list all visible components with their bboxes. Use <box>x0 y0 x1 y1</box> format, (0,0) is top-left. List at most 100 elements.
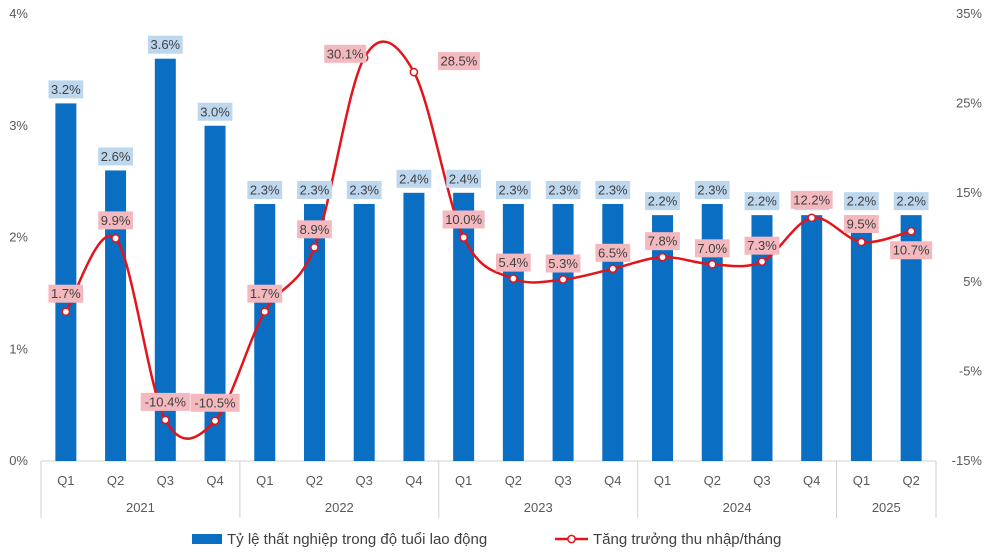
bar-unemployment <box>751 215 773 461</box>
bar-unemployment <box>105 170 127 461</box>
x-category-label: Q2 <box>306 473 323 488</box>
x-category-label: Q2 <box>505 473 522 488</box>
bar-data-label: 2.6% <box>98 147 133 166</box>
bar-data-label-bg <box>346 180 382 199</box>
bar-data-label: 2.3% <box>346 180 382 199</box>
bar-data-label-bg <box>98 147 133 166</box>
right-axis-tick-label: 35% <box>956 6 982 21</box>
data-labels-layer: 3.2% 2.6% 3.6% 3.0% 2.3% 2.3% 2.3% 2.4% 2.4% 2.3%… <box>48 35 933 412</box>
line-data-label: 10.0% <box>442 210 485 229</box>
bar-unemployment <box>701 203 723 461</box>
bar-unemployment <box>55 103 77 462</box>
bar-data-label-text: 3.2% <box>51 82 81 97</box>
bar-data-label: 2.3% <box>495 180 531 199</box>
bar-data-label-bg <box>446 169 482 188</box>
line-data-label-bg <box>247 284 283 303</box>
x-category-label: Q3 <box>554 473 571 488</box>
legend-label-bar: Tỷ lệ thất nghiệp trong độ tuổi lao động <box>227 531 487 548</box>
bar-unemployment <box>453 192 475 462</box>
line-data-label-text: 10.0% <box>445 212 482 227</box>
line-data-label: 7.3% <box>744 236 780 255</box>
line-data-label-text: 5.4% <box>499 255 529 270</box>
bar-data-label-text: 2.3% <box>499 182 529 197</box>
legend-swatch-marker <box>567 534 576 544</box>
bar-data-label-bg <box>147 35 183 54</box>
x-category-label: Q3 <box>157 473 174 488</box>
line-data-label-bg <box>645 232 680 251</box>
bar-data-label-text: 3.0% <box>200 104 230 119</box>
bar-unemployment <box>900 215 922 461</box>
bar-data-label-bg <box>48 80 84 99</box>
bar-data-label-bg <box>694 180 730 199</box>
line-data-label: 6.5% <box>595 243 631 262</box>
line-marker <box>509 274 518 283</box>
line-data-label-bg <box>297 220 332 239</box>
bar-data-label-text: 2.2% <box>648 194 678 209</box>
x-category-label: Q1 <box>853 473 870 488</box>
bar-unemployment <box>801 215 823 461</box>
bar-data-label: 3.6% <box>147 35 183 54</box>
bar-data-label-text: 2.3% <box>300 182 330 197</box>
line-data-label-bg <box>190 393 240 412</box>
line-data-label-text: 7.8% <box>648 234 678 249</box>
line-marker <box>260 307 270 317</box>
line-income-growth <box>64 40 912 440</box>
line-marker <box>210 416 220 426</box>
bar-unemployment <box>602 203 624 461</box>
bar-data-label: 2.3% <box>694 180 730 199</box>
right-axis-tick-label: -5% <box>959 364 983 379</box>
x-category-label: Q2 <box>902 473 919 488</box>
line-data-label-bg <box>495 253 531 272</box>
bars-layer <box>55 58 922 462</box>
bar-unemployment <box>204 125 226 461</box>
line-data-label-text: 5.3% <box>548 256 578 271</box>
x-year-label: 2025 <box>872 500 901 515</box>
line-data-label-bg <box>694 239 730 258</box>
line-data-label-text: -10.4% <box>145 394 187 409</box>
legend-label-line: Tăng trưởng thu nhập/tháng <box>593 531 781 548</box>
bar-data-label-text: 2.2% <box>747 194 777 209</box>
bar-unemployment <box>353 203 375 461</box>
bar-data-label-text: 2.2% <box>847 194 877 209</box>
legend: Tỷ lệ thất nghiệp trong độ tuổi lao động… <box>192 531 781 548</box>
line-data-label-bg <box>545 254 581 273</box>
line-data-label-text: 12.2% <box>793 192 830 207</box>
bar-data-label-text: 2.3% <box>349 182 379 197</box>
line-data-label-bg <box>744 236 780 255</box>
bar-data-label: 2.2% <box>844 192 879 211</box>
line-marker <box>906 226 916 236</box>
bar-data-label: 2.2% <box>645 192 680 211</box>
line-data-label-bg <box>890 241 933 260</box>
line-data-label: 12.2% <box>790 190 833 209</box>
left-axis-tick-label: 1% <box>9 341 28 356</box>
bar-unemployment <box>303 203 325 461</box>
bar-data-label-text: 2.2% <box>896 194 926 209</box>
x-year-label: 2023 <box>524 500 553 515</box>
line-data-label: 1.7% <box>48 284 84 303</box>
line-data-label-text: 7.0% <box>697 241 727 256</box>
line-marker <box>658 252 667 262</box>
x-category-label: Q4 <box>206 473 223 488</box>
line-marker <box>310 242 319 252</box>
bar-data-label-bg <box>595 180 631 199</box>
line-marker <box>857 237 866 247</box>
bar-data-label-bg <box>744 192 780 211</box>
bar-unemployment <box>403 192 425 462</box>
bar-data-label: 2.3% <box>595 180 631 199</box>
left-axis-tick-label: 2% <box>9 230 28 245</box>
line-data-label: 7.8% <box>645 232 680 251</box>
line-data-label: 28.5% <box>437 52 480 71</box>
line-data-label-bg <box>844 214 879 233</box>
line-marker <box>757 257 767 266</box>
bar-data-label-text: 3.6% <box>150 37 180 52</box>
line-data-label: 5.4% <box>495 253 531 272</box>
line-data-label: 9.5% <box>844 214 879 233</box>
x-category-label: Q1 <box>455 473 472 488</box>
x-category-label: Q2 <box>704 473 721 488</box>
line-data-label-bg <box>98 211 133 230</box>
line-data-label: 7.0% <box>694 239 730 258</box>
line-marker <box>459 233 468 242</box>
line-data-label-text: 30.1% <box>327 46 364 61</box>
line-marker <box>111 234 120 243</box>
